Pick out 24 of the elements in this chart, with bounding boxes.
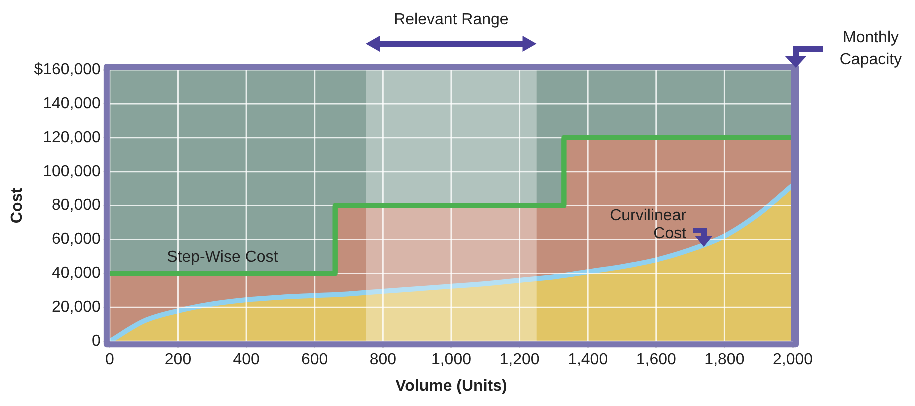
band-label: Relevant Range — [394, 11, 509, 28]
x-tick-label: 600 — [302, 352, 328, 369]
x-tick-label: 800 — [370, 352, 397, 369]
x-tick-label: 0 — [105, 352, 114, 369]
y-axis-title: Cost — [9, 187, 26, 224]
x-axis-title: Volume (Units) — [396, 378, 508, 395]
y-tick-label: 60,000 — [52, 231, 102, 248]
y-tick-label: 140,000 — [43, 95, 102, 112]
x-tick-label: 1,800 — [704, 352, 745, 369]
y-tick-label: 20,000 — [52, 299, 102, 316]
x-tick-label: 200 — [164, 352, 192, 369]
x-tick-label: 400 — [233, 352, 260, 369]
y-tick-label: $160,000 — [34, 61, 102, 78]
y-tick-label: 100,000 — [43, 163, 102, 180]
y-tick-label: 40,000 — [52, 265, 102, 282]
y-tick-label: 80,000 — [52, 197, 102, 214]
x-tick-label: 1,600 — [636, 352, 677, 369]
ref-line-label: Monthly Capacity — [840, 29, 902, 68]
x-tick-label: 2,000 — [772, 352, 814, 369]
y-tick-label: 120,000 — [43, 129, 102, 146]
x-tick-label: 1,200 — [500, 352, 540, 369]
x-tick-label: 1,000 — [431, 352, 472, 369]
x-tick-label: 1,400 — [568, 352, 608, 369]
y-tick-label: 0 — [92, 333, 102, 350]
